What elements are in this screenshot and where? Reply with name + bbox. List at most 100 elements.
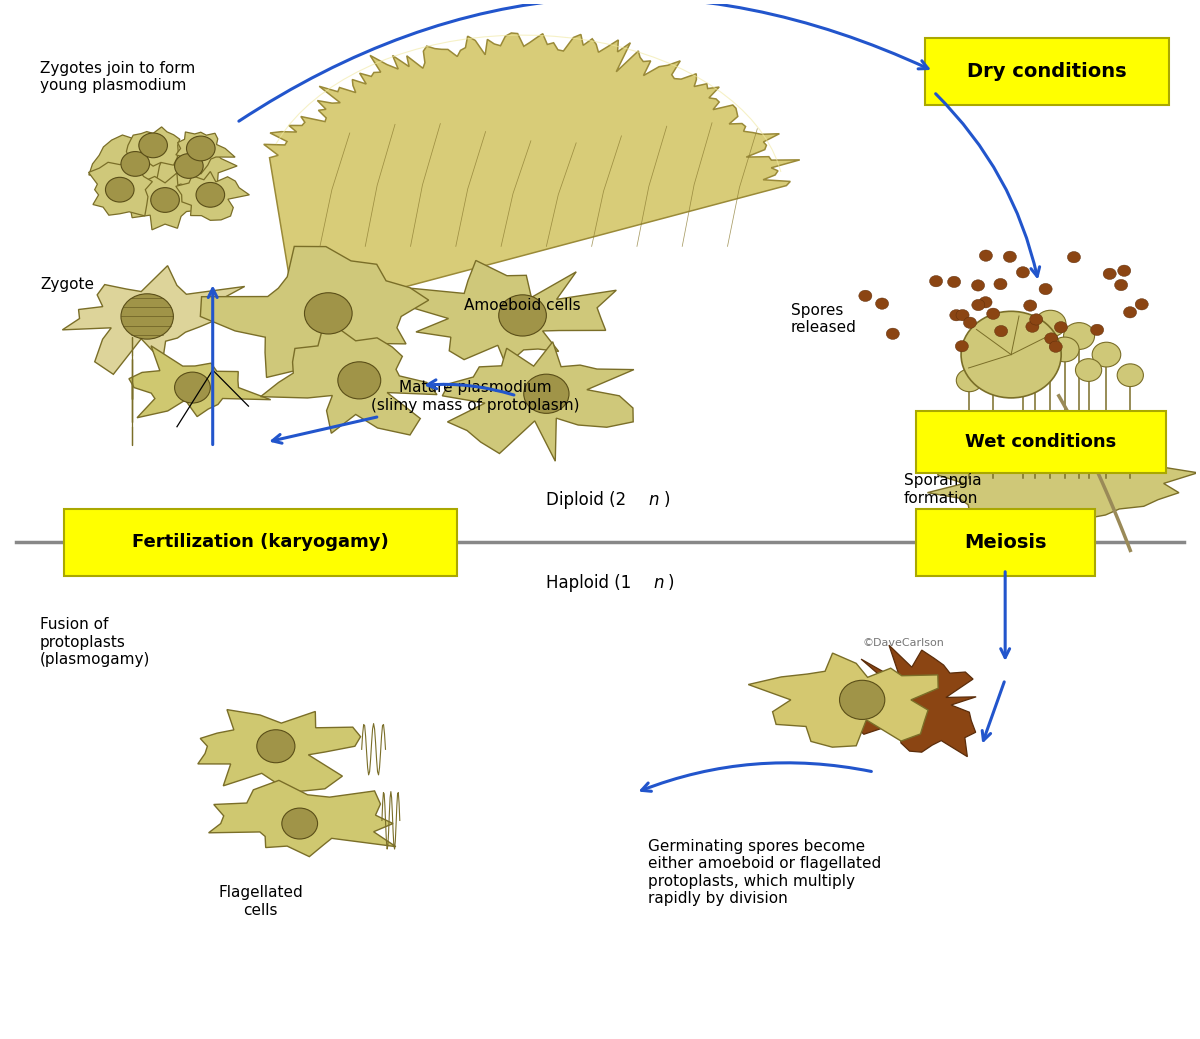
Circle shape: [1067, 251, 1080, 263]
Circle shape: [972, 279, 985, 291]
Text: ©DaveCarlson: ©DaveCarlson: [862, 638, 944, 648]
Circle shape: [859, 290, 872, 301]
Polygon shape: [176, 171, 250, 220]
Circle shape: [972, 299, 985, 311]
Circle shape: [1016, 267, 1030, 278]
Text: n: n: [654, 575, 664, 592]
Circle shape: [1024, 300, 1037, 312]
Circle shape: [305, 293, 352, 334]
Circle shape: [876, 298, 889, 310]
Circle shape: [338, 362, 380, 399]
Polygon shape: [198, 710, 360, 793]
Text: Sporangia
formation: Sporangia formation: [904, 473, 982, 506]
Circle shape: [1117, 364, 1144, 387]
Circle shape: [1103, 268, 1116, 279]
Circle shape: [1045, 332, 1058, 344]
Circle shape: [956, 310, 970, 321]
Polygon shape: [176, 132, 235, 174]
Circle shape: [1003, 251, 1016, 263]
Text: Zygote: Zygote: [40, 277, 94, 292]
FancyArrowPatch shape: [1001, 571, 1009, 658]
Circle shape: [174, 372, 210, 403]
FancyArrowPatch shape: [239, 0, 928, 122]
Polygon shape: [126, 127, 180, 166]
Polygon shape: [260, 319, 437, 435]
Circle shape: [979, 250, 992, 262]
Circle shape: [121, 294, 173, 339]
Circle shape: [1092, 342, 1121, 367]
Circle shape: [1050, 337, 1079, 362]
Circle shape: [961, 312, 1061, 398]
Text: Meiosis: Meiosis: [964, 533, 1046, 552]
Circle shape: [1055, 321, 1068, 332]
Circle shape: [1091, 324, 1104, 336]
Circle shape: [106, 178, 134, 202]
Polygon shape: [115, 172, 204, 230]
Circle shape: [1117, 265, 1130, 276]
Circle shape: [196, 183, 224, 207]
FancyBboxPatch shape: [916, 411, 1166, 473]
Text: Spores
released: Spores released: [791, 303, 857, 336]
Polygon shape: [209, 780, 396, 856]
Circle shape: [1115, 279, 1128, 291]
Circle shape: [1135, 298, 1148, 310]
Text: ): ): [668, 575, 674, 592]
Circle shape: [979, 344, 1008, 369]
Text: n: n: [649, 491, 659, 509]
Text: Flagellated
cells: Flagellated cells: [218, 885, 302, 917]
Circle shape: [930, 275, 943, 287]
Polygon shape: [156, 141, 238, 194]
Circle shape: [956, 369, 983, 392]
Text: Amoeboid cells: Amoeboid cells: [464, 298, 581, 313]
Circle shape: [979, 296, 992, 308]
Text: Fusion of
protoplasts
(plasmogamy): Fusion of protoplasts (plasmogamy): [40, 617, 150, 667]
FancyArrowPatch shape: [983, 682, 1004, 741]
Circle shape: [1030, 314, 1043, 325]
Circle shape: [887, 328, 899, 340]
Circle shape: [1123, 307, 1136, 318]
Polygon shape: [89, 133, 185, 195]
Circle shape: [986, 309, 1000, 319]
Circle shape: [1063, 323, 1094, 349]
FancyBboxPatch shape: [916, 509, 1094, 576]
Circle shape: [174, 154, 203, 179]
Circle shape: [1008, 321, 1038, 347]
Text: Zygotes join to form
young plasmodium: Zygotes join to form young plasmodium: [40, 61, 196, 94]
Text: ): ): [664, 491, 670, 509]
Circle shape: [1026, 321, 1039, 332]
Text: Fertilization (karyogamy): Fertilization (karyogamy): [132, 533, 389, 551]
Circle shape: [257, 729, 295, 763]
Polygon shape: [128, 346, 271, 418]
Circle shape: [499, 295, 546, 336]
Polygon shape: [62, 266, 245, 374]
Circle shape: [523, 374, 569, 414]
FancyBboxPatch shape: [925, 37, 1169, 105]
Polygon shape: [443, 342, 634, 461]
Circle shape: [955, 341, 968, 352]
Circle shape: [948, 276, 961, 288]
FancyArrowPatch shape: [209, 289, 217, 445]
Circle shape: [1049, 341, 1062, 352]
Text: Germinating spores become
either amoeboid or flagellated
protoplasts, which mult: Germinating spores become either amoeboi…: [648, 840, 881, 906]
Polygon shape: [928, 439, 1198, 523]
Polygon shape: [394, 261, 617, 366]
Circle shape: [151, 188, 179, 212]
Text: Dry conditions: Dry conditions: [967, 61, 1127, 81]
Circle shape: [139, 133, 168, 158]
FancyArrowPatch shape: [642, 763, 871, 792]
Circle shape: [964, 317, 977, 328]
Circle shape: [121, 152, 150, 177]
Polygon shape: [842, 645, 976, 756]
Circle shape: [282, 808, 318, 840]
Circle shape: [1022, 353, 1048, 376]
Circle shape: [186, 136, 215, 161]
FancyArrowPatch shape: [272, 417, 377, 444]
Text: Wet conditions: Wet conditions: [965, 433, 1116, 451]
Polygon shape: [264, 33, 799, 324]
Circle shape: [949, 310, 962, 321]
Polygon shape: [200, 246, 428, 377]
Circle shape: [994, 278, 1007, 290]
Circle shape: [1034, 311, 1066, 337]
FancyArrowPatch shape: [936, 94, 1039, 276]
Text: Haploid (1: Haploid (1: [546, 575, 631, 592]
